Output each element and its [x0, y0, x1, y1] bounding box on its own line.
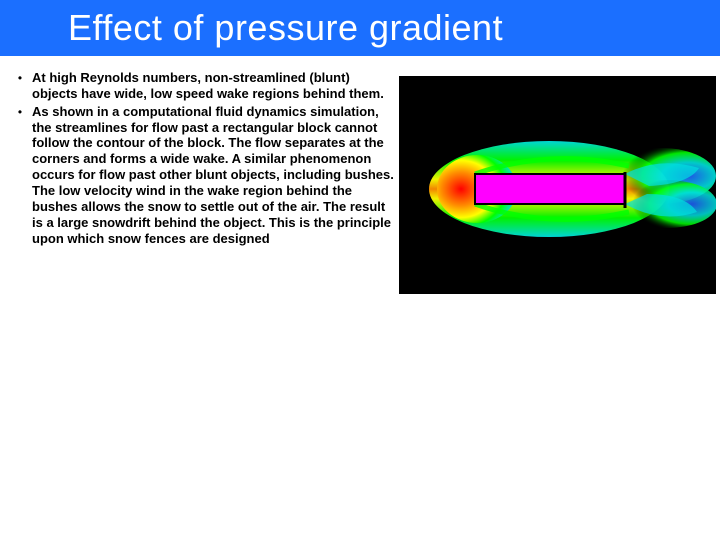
page-title: Effect of pressure gradient	[68, 7, 503, 49]
list-item: • At high Reynolds numbers, non-streamli…	[8, 70, 395, 102]
bullet-text: As shown in a computational fluid dynami…	[32, 104, 395, 247]
bullet-marker: •	[8, 104, 32, 247]
bullet-marker: •	[8, 70, 32, 102]
bullet-list: • At high Reynolds numbers, non-streamli…	[8, 70, 395, 294]
title-bar: Effect of pressure gradient	[0, 0, 720, 56]
list-item: • As shown in a computational fluid dyna…	[8, 104, 395, 247]
content-area: • At high Reynolds numbers, non-streamli…	[0, 56, 720, 294]
cfd-figure	[399, 76, 716, 294]
flow-simulation-svg	[399, 76, 716, 294]
bullet-text: At high Reynolds numbers, non-streamline…	[32, 70, 395, 102]
